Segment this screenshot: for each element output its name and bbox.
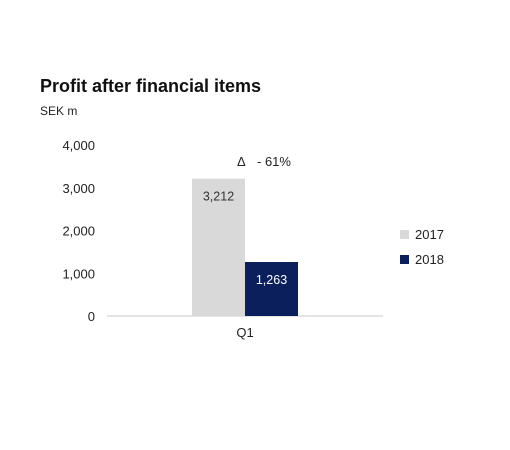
change-percentage: - 61% [257, 154, 291, 169]
bars [192, 178, 298, 316]
delta-icon: Δ [237, 154, 246, 169]
x-axis-ticks: Q1 [236, 325, 253, 340]
chart-title: Profit after financial items [40, 76, 262, 96]
legend-label: 2017 [415, 227, 444, 242]
change-annotation: Δ - 61% [237, 154, 291, 169]
legend-label: 2018 [415, 252, 444, 267]
y-tick-label: 0 [88, 309, 95, 324]
legend-item-2018: 2018 [400, 247, 444, 272]
y-axis-ticks: 0 1,000 2,000 3,000 4,000 [62, 138, 95, 324]
y-tick-label: 1,000 [62, 266, 95, 281]
legend: 2017 2018 [400, 222, 444, 272]
x-tick-label: Q1 [236, 325, 253, 340]
bar-2018 [245, 262, 298, 316]
y-tick-label: 2,000 [62, 224, 95, 239]
bar-value-label-2017: 3,212 [203, 190, 234, 204]
bar-value-labels: 3,212 1,263 [203, 190, 287, 287]
y-axis-unit-label: SEK m [40, 104, 78, 118]
bar-2017 [192, 178, 245, 316]
y-tick-label: 4,000 [62, 138, 95, 153]
legend-item-2017: 2017 [400, 222, 444, 247]
legend-swatch [400, 230, 409, 239]
y-tick-label: 3,000 [62, 181, 95, 196]
bar-value-label-2018: 1,263 [256, 273, 287, 287]
legend-swatch [400, 255, 409, 264]
